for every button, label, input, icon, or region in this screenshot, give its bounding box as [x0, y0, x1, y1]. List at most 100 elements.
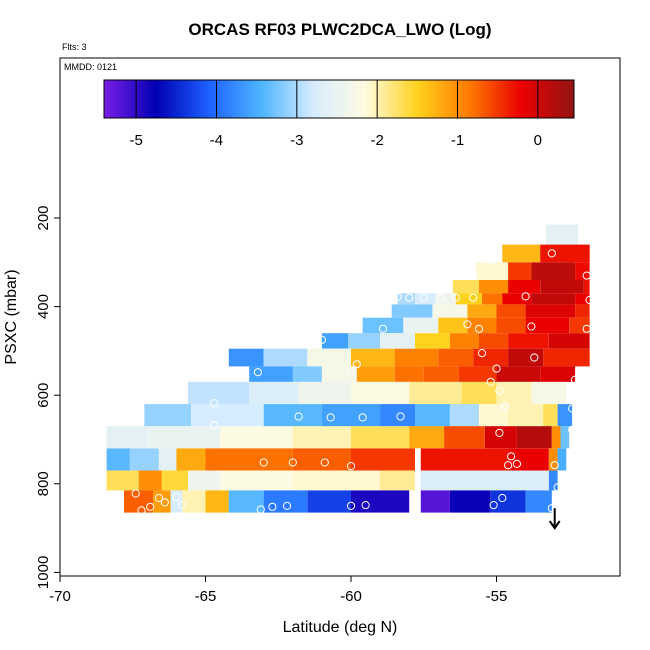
heatmap-cell [106, 470, 139, 491]
heatmap-cell [170, 490, 183, 513]
heatmap-cell [432, 304, 468, 318]
colorbar-segment [255, 80, 259, 118]
heatmap-cell [560, 426, 570, 449]
heatmap-cell [508, 333, 549, 349]
colorbar-segment [409, 80, 414, 118]
heatmap-cell [409, 426, 445, 449]
heatmap-cell [394, 366, 424, 382]
heatmap-cell [449, 490, 491, 513]
sample-point [405, 293, 414, 302]
colorbar-ticks: -5 -4 -3 -2 -1 0 [129, 80, 542, 149]
colorbar-segment [312, 80, 316, 118]
colorbar-segment [241, 80, 246, 118]
colorbar-segment [339, 80, 343, 118]
heatmap-cell [205, 490, 229, 513]
heatmap-cell [228, 490, 264, 513]
heatmap-cell [557, 448, 567, 471]
colorbar-segment [359, 80, 363, 118]
colorbar-segment [570, 80, 575, 118]
sample-point [474, 324, 484, 333]
colorbar-tick-label: -1 [451, 132, 464, 149]
heatmap-cell [176, 448, 206, 471]
colorbar-segment [208, 80, 212, 118]
heatmap-cell [403, 317, 439, 334]
heatmap-cell [220, 470, 293, 491]
heatmap-cell [455, 293, 482, 305]
sample-point [146, 502, 155, 511]
heatmap-cell [548, 470, 558, 491]
colorbar-segment [563, 80, 568, 118]
sample-point [568, 404, 577, 413]
colorbar-segment [107, 80, 112, 118]
sample-point [489, 501, 498, 510]
heatmap-cell [228, 348, 264, 367]
colorbar-segment [157, 80, 162, 118]
colorbar-segment [355, 80, 360, 118]
heatmap-cell [569, 317, 590, 334]
heatmap-cell [263, 404, 322, 427]
sample-point [253, 368, 262, 377]
colorbar-segment [449, 80, 454, 118]
heatmap-cell [479, 404, 509, 427]
heatmap-cell [106, 448, 130, 471]
colorbar-segment [537, 80, 541, 118]
y-tick-label: 400 [35, 294, 52, 319]
sample-point [582, 324, 591, 333]
colorbar-segment [459, 80, 464, 118]
colorbar-segment [144, 80, 149, 118]
colorbar-tick-label: -2 [370, 132, 383, 149]
heatmap-cell [321, 333, 349, 349]
sample-point [358, 413, 367, 422]
y-tick-label: 200 [35, 205, 52, 230]
heatmap-cell [502, 244, 541, 263]
sample-point [378, 324, 388, 333]
heatmap-cell [540, 366, 576, 382]
heatmap-cell [461, 381, 497, 405]
colorbar-segment [292, 80, 296, 118]
sample-point [259, 458, 268, 467]
x-axis: -70 -65 -60 -55 [49, 576, 507, 605]
sample-point [553, 483, 562, 492]
colorbar-segment [315, 80, 320, 118]
colorbar-segment [187, 80, 192, 118]
colorbar-segment [382, 80, 387, 118]
colorbar-segment [392, 80, 397, 118]
colorbar-segment [302, 80, 306, 118]
heatmap-cell [435, 293, 456, 305]
colorbar-segment [258, 80, 263, 118]
heatmap-cell [420, 490, 450, 513]
heatmap-cell [508, 448, 549, 471]
colorbar-segment [140, 80, 145, 118]
colorbar-segment [369, 80, 373, 118]
colorbar-segment [527, 80, 531, 118]
colorbar-tick-label: -5 [129, 132, 142, 149]
heatmap-cell [391, 304, 433, 318]
colorbar-segment [275, 80, 279, 118]
colorbar-segment [540, 80, 545, 118]
heatmap-cell [548, 448, 558, 471]
heatmap-cell [438, 317, 468, 334]
heatmap-cell [557, 404, 573, 427]
colorbar-tick-label: -4 [210, 132, 223, 149]
heatmap-cell [158, 448, 177, 471]
colorbar-segment [261, 80, 266, 118]
sample-point [346, 462, 356, 471]
heatmap-cell [473, 348, 509, 367]
colorbar-segment [476, 80, 481, 118]
heatmap-cell [531, 262, 576, 280]
plot-frame [59, 57, 621, 577]
sample-point [477, 349, 487, 358]
colorbar-segment [164, 80, 169, 118]
heatmap-cell [409, 381, 462, 405]
heatmap-cell [124, 490, 154, 513]
chart-title: ORCAS RF03 PLWC2DCA_LWO (Log) [188, 20, 491, 39]
colorbar-segment [245, 80, 249, 118]
colorbar-segment [429, 80, 434, 118]
sample-point [396, 412, 405, 421]
sample-point [326, 413, 335, 422]
colorbar-segment [523, 80, 528, 118]
heatmap-cell [220, 426, 293, 449]
heatmap-cell [415, 404, 450, 427]
colorbar-segment [171, 80, 175, 118]
colorbar-segment [110, 80, 115, 118]
